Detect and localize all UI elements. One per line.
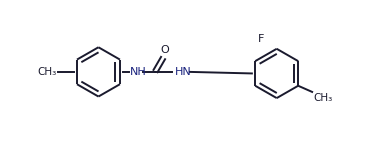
Text: NH: NH [130,67,147,77]
Text: CH₃: CH₃ [314,93,333,103]
Text: O: O [160,45,169,55]
Text: HN: HN [175,67,191,77]
Text: CH₃: CH₃ [37,67,57,77]
Text: F: F [258,34,264,44]
